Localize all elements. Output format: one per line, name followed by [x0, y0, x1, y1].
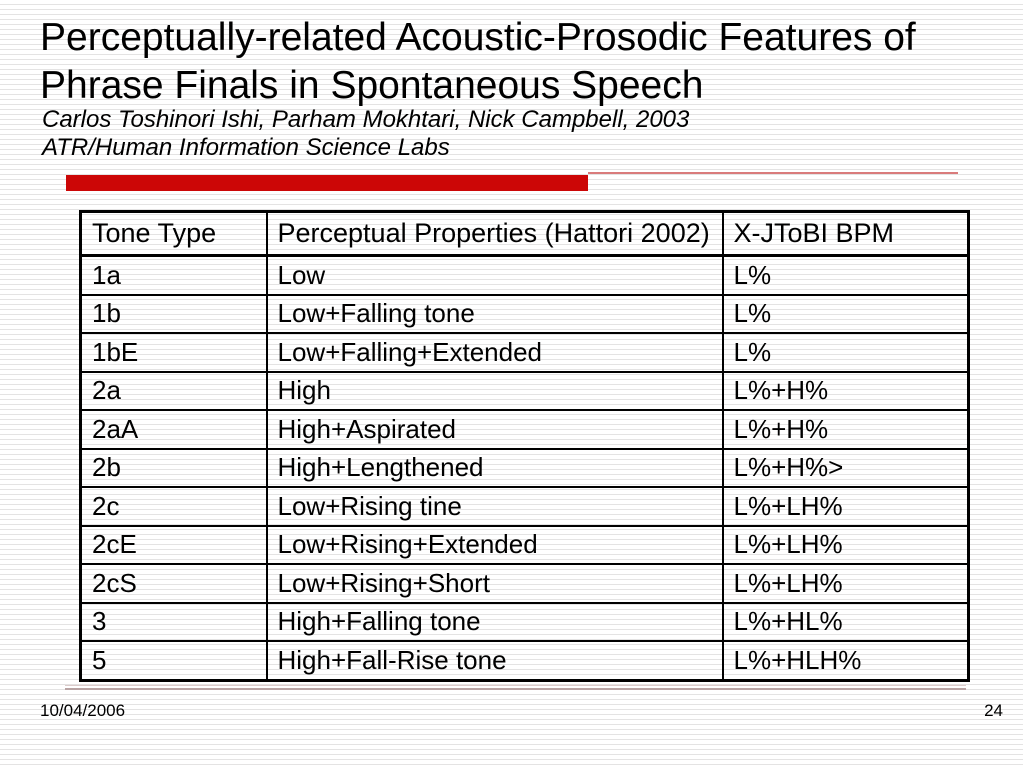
bpm-cell: L%: [721, 293, 970, 334]
perceptual-properties-cell: Low+Rising+Extended: [265, 524, 724, 565]
table-row: 2c Low+Rising tine L%+LH%: [79, 486, 970, 527]
bpm-cell: L%+HLH%: [721, 640, 970, 681]
perceptual-properties-cell: Low+Rising tine: [265, 486, 724, 527]
slide-title: Perceptually-related Acoustic-Prosodic F…: [40, 14, 990, 110]
perceptual-properties-cell: High+Fall-Rise tone: [265, 640, 724, 681]
tone-type-cell: 1b: [79, 293, 268, 334]
tone-table: Tone Type Perceptual Properties (Hattori…: [79, 210, 970, 682]
bpm-cell: L%+H%: [721, 370, 970, 411]
table-row: 5 High+Fall-Rise tone L%+HLH%: [79, 640, 970, 681]
perceptual-properties-cell: High: [265, 370, 724, 411]
tone-type-cell: 1bE: [79, 332, 268, 373]
table-row: 1a Low L%: [79, 254, 970, 296]
slide-title-line-2: Phrase Finals in Spontaneous Speech: [40, 64, 704, 107]
perceptual-properties-cell: High+Falling tone: [265, 601, 724, 642]
tone-type-cell: 2aA: [79, 409, 268, 450]
bpm-cell: L%+H%>: [721, 447, 970, 488]
table-row: 2a High L%+H%: [79, 370, 970, 411]
table-row: 2cE Low+Rising+Extended L%+LH%: [79, 524, 970, 565]
red-accent-bar: [66, 175, 588, 191]
table-row: 2aA High+Aspirated L%+H%: [79, 409, 970, 450]
column-header-perceptual-properties: Perceptual Properties (Hattori 2002): [265, 210, 724, 257]
footer-divider-line: [65, 685, 966, 690]
tone-type-cell: 2b: [79, 447, 268, 488]
tone-type-cell: 3: [79, 601, 268, 642]
perceptual-properties-cell: Low+Rising+Short: [265, 563, 724, 604]
tone-type-cell: 5: [79, 640, 268, 681]
table-header-row: Tone Type Perceptual Properties (Hattori…: [79, 210, 970, 257]
affiliation-line: ATR/Human Information Science Labs: [42, 134, 450, 161]
perceptual-properties-cell: Low+Falling+Extended: [265, 332, 724, 373]
perceptual-properties-cell: High+Lengthened: [265, 447, 724, 488]
bpm-cell: L%+HL%: [721, 601, 970, 642]
pink-accent-line: [588, 172, 958, 174]
column-header-tone-type: Tone Type: [79, 210, 268, 257]
slide-title-line-1: Perceptually-related Acoustic-Prosodic F…: [40, 16, 916, 59]
tone-type-cell: 2cS: [79, 563, 268, 604]
author-subtitle: Carlos Toshinori Ishi, Parham Mokhtari, …: [42, 106, 842, 162]
bpm-cell: L%+LH%: [721, 524, 970, 565]
bpm-cell: L%: [721, 332, 970, 373]
tone-type-cell: 1a: [79, 254, 268, 296]
authors-line: Carlos Toshinori Ishi, Parham Mokhtari, …: [42, 106, 690, 133]
table-row: 1b Low+Falling tone L%: [79, 293, 970, 334]
bpm-cell: L%+H%: [721, 409, 970, 450]
table-row: 2b High+Lengthened L%+H%>: [79, 447, 970, 488]
bpm-cell: L%: [721, 254, 970, 296]
bpm-cell: L%+LH%: [721, 563, 970, 604]
table-row: 1bE Low+Falling+Extended L%: [79, 332, 970, 373]
page-number: 24: [984, 701, 1003, 720]
perceptual-properties-cell: Low: [265, 254, 724, 296]
tone-type-cell: 2a: [79, 370, 268, 411]
column-header-xjtobi-bpm: X-JToBI BPM: [721, 210, 970, 257]
perceptual-properties-cell: High+Aspirated: [265, 409, 724, 450]
bpm-cell: L%+LH%: [721, 486, 970, 527]
tone-type-cell: 2cE: [79, 524, 268, 565]
tone-type-cell: 2c: [79, 486, 268, 527]
perceptual-properties-cell: Low+Falling tone: [265, 293, 724, 334]
slide-date: 10/04/2006: [40, 701, 126, 720]
table-row: 3 High+Falling tone L%+HL%: [79, 601, 970, 642]
table-row: 2cS Low+Rising+Short L%+LH%: [79, 563, 970, 604]
